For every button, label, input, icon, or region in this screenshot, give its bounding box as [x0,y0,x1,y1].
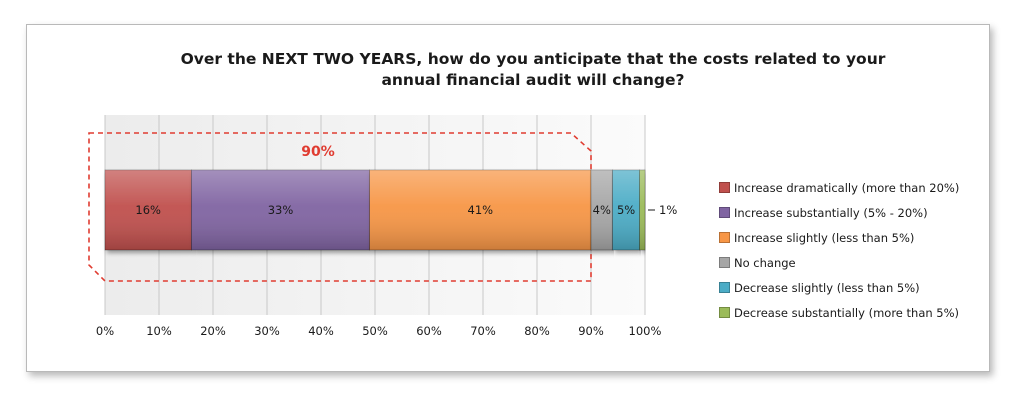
legend: Increase dramatically (more than 20%) Inc… [719,175,959,325]
bar-segment [104,169,192,251]
legend-swatch [719,257,730,268]
legend-item: Increase dramatically (more than 20%) [719,175,959,200]
x-tick-label: 90% [578,324,604,338]
legend-label: Decrease slightly (less than 5%) [734,280,920,295]
bar-data-label: 33% [268,203,294,217]
bar-data-label: 41% [468,203,494,217]
x-tick-label: 60% [416,324,442,338]
chart-frame: Over the NEXT TWO YEARS, how do you anti… [26,24,990,372]
plot-area: 90% 16% 33% 41% 4% 5% 1% 0% 10% 20% 30% 40% 50% 60%… [88,115,677,338]
annotation-label: 90% [301,144,335,160]
legend-label: Increase dramatically (more than 20%) [734,180,960,195]
x-tick-label: 40% [308,324,334,338]
x-tick-label: 50% [362,324,388,338]
bar-segment [639,169,646,251]
bar-segment [190,169,370,251]
chart-title-line-2: annual financial audit will change? [381,71,685,89]
x-tick-label: 20% [200,324,226,338]
legend-item: Decrease slightly (less than 5%) [719,275,959,300]
bar-data-label: 1% [659,203,677,217]
legend-label: Increase substantially (5% - 20%) [734,205,928,220]
legend-swatch [719,282,730,293]
legend-label: Decrease substantially (more than 5%) [734,305,960,320]
legend-label: Increase slightly (less than 5%) [734,230,915,245]
legend-swatch [719,307,730,318]
legend-item: Increase slightly (less than 5%) [719,225,959,250]
chart-title: Over the NEXT TWO YEARS, how do you anti… [27,49,1024,91]
legend-swatch [719,207,730,218]
bar-segment [590,169,614,251]
x-tick-label: 30% [254,324,280,338]
legend-item: Decrease substantially (more than 5%) [719,300,959,325]
x-tick-label: 0% [96,324,114,338]
bar-data-label: 16% [135,203,161,217]
x-tick-label: 70% [470,324,496,338]
x-tick-label: 10% [146,324,172,338]
legend-item: Increase substantially (5% - 20%) [719,200,959,225]
legend-swatch [719,182,730,193]
bar-segment [612,169,640,251]
legend-label: No change [734,255,796,270]
legend-item: No change [719,250,959,275]
x-tick-label: 80% [524,324,550,338]
legend-swatch [719,232,730,243]
x-tick-label: 100% [629,324,662,338]
annotation-outline [88,132,592,282]
bar-data-label: 5% [617,203,635,217]
bar-segment [369,169,592,251]
chart-title-line-1: Over the NEXT TWO YEARS, how do you anti… [180,50,886,68]
bar-data-label: 4% [593,203,611,217]
